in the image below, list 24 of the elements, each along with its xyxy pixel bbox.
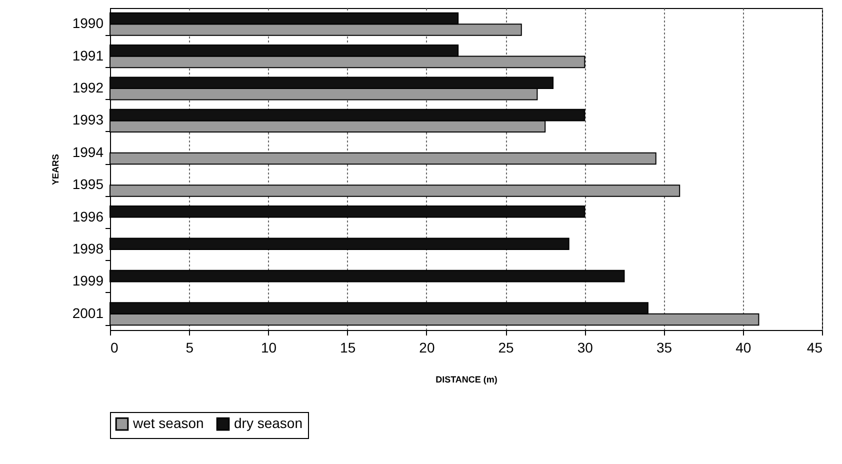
x-tick-label: 10 <box>260 340 277 356</box>
x-tick-label: 15 <box>340 340 356 356</box>
x-tick-label: 5 <box>186 340 194 356</box>
x-tick-label: 0 <box>110 340 118 356</box>
x-tick-label: 35 <box>656 340 672 356</box>
x-tick-label: 30 <box>577 340 594 356</box>
y-tick-label: 1995 <box>72 176 104 192</box>
y-tick-label: 2001 <box>72 304 104 321</box>
y-tick-label: 1994 <box>72 144 104 160</box>
x-axis-title: DISTANCE (m) <box>436 374 498 384</box>
y-tick-label: 1999 <box>72 272 104 289</box>
y-tick-label: 1996 <box>72 208 104 224</box>
legend-label: dry season <box>234 415 302 432</box>
y-tick-label: 1998 <box>72 240 104 256</box>
y-axis-title: YEARS <box>50 154 60 186</box>
y-tick-label: 1992 <box>72 80 104 96</box>
y-tick-label: 1993 <box>72 112 104 128</box>
legend-label: wet season <box>132 415 204 432</box>
y-tick-label: 1990 <box>72 15 104 32</box>
x-tick-label: 40 <box>736 340 752 356</box>
y-tick-label: 1991 <box>72 47 104 64</box>
x-tick-label: 25 <box>498 340 514 356</box>
x-tick-label: 20 <box>419 340 435 356</box>
x-tick-label: 45 <box>806 340 823 356</box>
